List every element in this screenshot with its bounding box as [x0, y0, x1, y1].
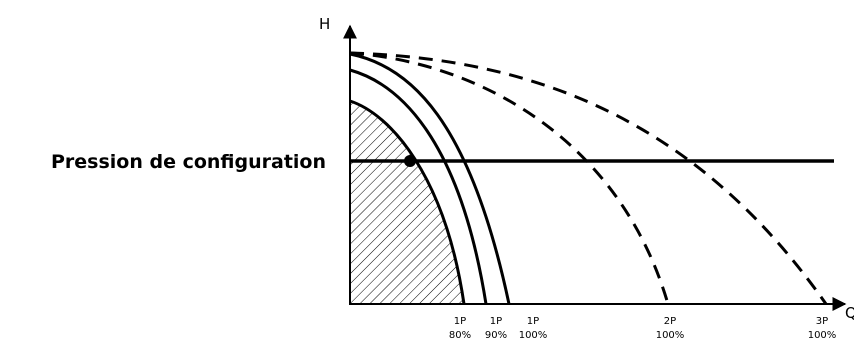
- curve-1p-90: [349, 68, 488, 305]
- operating-area-hatch: [350, 101, 464, 304]
- label-1p-80-pumps: 1P: [454, 316, 466, 327]
- curve-labels: 1P 80% 1P 90% 1P 100% 2P 100% 3P 100%: [449, 316, 836, 341]
- curve-3p-100: [349, 51, 828, 305]
- setpoint-label: Pression de configuration: [51, 151, 326, 173]
- label-1p-100-speed: 100%: [519, 330, 548, 341]
- label-1p-90-pumps: 1P: [490, 316, 502, 327]
- label-3p-100-speed: 100%: [808, 330, 837, 341]
- operating-point: [404, 155, 416, 167]
- y-axis-label: H: [319, 15, 330, 33]
- label-1p-90-speed: 90%: [485, 330, 507, 341]
- label-1p-100-pumps: 1P: [527, 316, 539, 327]
- label-2p-100-pumps: 2P: [664, 316, 676, 327]
- curve-1p-100: [349, 52, 511, 305]
- curve-2p-100: [349, 51, 670, 305]
- x-axis-label: Q: [845, 304, 854, 322]
- label-2p-100-speed: 100%: [656, 330, 685, 341]
- label-3p-100-pumps: 3P: [816, 316, 828, 327]
- label-1p-80-speed: 80%: [449, 330, 471, 341]
